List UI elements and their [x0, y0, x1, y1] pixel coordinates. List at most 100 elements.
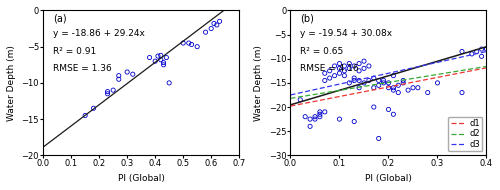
Point [157, 54, 165, 57]
Point [380, 79, 388, 82]
Point [374, 79, 382, 82]
Point [306, 118, 314, 121]
Point [360, 60, 368, 63]
Point [316, 113, 324, 116]
Point [394, 84, 402, 87]
Point [157, 58, 165, 61]
Point [326, 77, 334, 80]
Point [160, 63, 168, 66]
Point [321, 110, 329, 113]
Text: RMSE = 4.16: RMSE = 4.16 [300, 64, 359, 73]
Point [336, 62, 344, 65]
Point [202, 31, 209, 34]
Point [390, 86, 398, 89]
X-axis label: PI (Global): PI (Global) [118, 174, 164, 183]
Point [374, 137, 382, 140]
Point [165, 81, 173, 84]
Point [321, 72, 329, 75]
Point [404, 89, 412, 92]
Point [207, 27, 215, 30]
Point [384, 81, 392, 84]
Point [468, 52, 476, 55]
Point [434, 81, 442, 84]
Point [326, 69, 334, 72]
Point [390, 89, 398, 92]
Point [399, 81, 407, 84]
Point [306, 125, 314, 128]
Point [336, 72, 344, 75]
Legend: d1, d2, d3: d1, d2, d3 [448, 117, 482, 151]
Point [399, 79, 407, 82]
Point [380, 81, 388, 84]
Point [115, 78, 123, 81]
Point [472, 50, 480, 53]
Point [316, 110, 324, 113]
Point [355, 62, 363, 65]
Point [296, 98, 304, 101]
Point [384, 86, 392, 89]
Point [336, 118, 344, 121]
Point [336, 67, 344, 70]
Point [193, 45, 201, 48]
Point [162, 56, 170, 59]
Point [90, 107, 98, 110]
Point [311, 118, 319, 121]
Point [355, 86, 363, 89]
Point [316, 115, 324, 118]
Point [390, 113, 398, 116]
Point [160, 61, 168, 64]
Point [370, 105, 378, 108]
Point [104, 92, 112, 95]
Point [409, 86, 417, 89]
Point [350, 120, 358, 123]
Text: (b): (b) [300, 13, 314, 23]
Point [81, 114, 89, 117]
Point [365, 64, 373, 67]
Point [370, 86, 378, 89]
Point [350, 64, 358, 67]
Point [374, 84, 382, 87]
Point [346, 62, 354, 65]
Text: y = -18.86 + 29.24x: y = -18.86 + 29.24x [53, 29, 145, 38]
Text: y = -19.54 + 30.08x: y = -19.54 + 30.08x [300, 29, 392, 38]
Point [210, 22, 218, 25]
Point [154, 55, 162, 58]
Point [109, 89, 117, 92]
Point [321, 79, 329, 82]
Point [340, 69, 348, 72]
Point [458, 91, 466, 94]
Point [330, 74, 338, 77]
Point [424, 91, 432, 94]
Y-axis label: Water Depth (m): Water Depth (m) [254, 45, 263, 121]
Point [478, 48, 486, 51]
Text: RMSE = 1.36: RMSE = 1.36 [53, 64, 112, 73]
Point [340, 74, 348, 77]
Point [384, 108, 392, 111]
Point [146, 56, 154, 59]
Point [179, 42, 187, 45]
Point [216, 20, 224, 23]
Point [104, 90, 112, 93]
Text: (a): (a) [53, 13, 66, 23]
Point [123, 70, 131, 74]
Y-axis label: Water Depth (m): Water Depth (m) [7, 45, 16, 121]
Point [355, 69, 363, 72]
Point [115, 74, 123, 77]
Point [390, 74, 398, 77]
Point [394, 91, 402, 94]
Point [365, 79, 373, 82]
X-axis label: PI (Global): PI (Global) [365, 174, 412, 183]
Point [346, 81, 354, 84]
Point [360, 67, 368, 70]
Point [185, 42, 193, 45]
Point [213, 23, 221, 26]
Point [350, 77, 358, 80]
Point [151, 60, 159, 63]
Text: R² = 0.65: R² = 0.65 [300, 47, 344, 56]
Point [129, 73, 137, 76]
Point [458, 50, 466, 53]
Point [188, 43, 196, 46]
Text: R² = 0.91: R² = 0.91 [53, 47, 96, 56]
Point [355, 79, 363, 82]
Point [301, 115, 309, 118]
